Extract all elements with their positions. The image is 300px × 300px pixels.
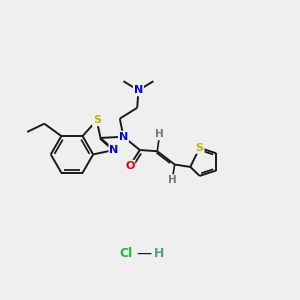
Text: N: N [134, 85, 143, 95]
Text: S: S [196, 143, 204, 153]
Text: H: H [154, 247, 164, 260]
Text: —: — [136, 246, 152, 261]
Text: Cl: Cl [120, 247, 133, 260]
Text: N: N [119, 132, 128, 142]
Text: H: H [155, 129, 164, 139]
Text: S: S [93, 115, 101, 125]
Text: N: N [109, 145, 119, 155]
Text: H: H [168, 175, 177, 185]
Text: O: O [125, 161, 134, 171]
